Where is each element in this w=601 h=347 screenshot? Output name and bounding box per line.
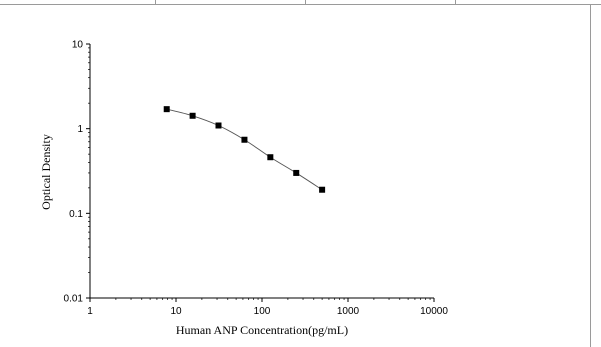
x-axis-label: Human ANP Concentration(pg/mL): [176, 323, 348, 337]
y-axis-ticks: 0.01 0.1 1 10: [64, 40, 90, 305]
data-point: [163, 106, 170, 113]
x-tick-label: 1000: [337, 306, 360, 317]
axes: [89, 44, 434, 299]
fitted-curve: [166, 108, 323, 191]
x-tick-label: 10000: [420, 306, 448, 317]
x-tick-label: 10: [170, 306, 182, 317]
x-axis-ticks: 1 10 100 1000 10000: [87, 298, 448, 317]
y-tick-label: 0.01: [64, 294, 84, 305]
y-axis-label: Optical Density: [39, 134, 53, 210]
y-tick-label: 1: [77, 124, 83, 135]
x-tick-label: 100: [254, 306, 271, 317]
data-point: [267, 154, 274, 161]
data-point: [215, 122, 222, 129]
data-points: [163, 106, 326, 193]
data-point: [189, 112, 196, 119]
data-point: [293, 169, 300, 176]
x-tick-label: 1: [87, 306, 93, 317]
y-tick-label: 10: [72, 40, 84, 51]
table-border-top: [0, 0, 601, 5]
y-tick-label: 0.1: [69, 209, 83, 220]
data-point: [241, 136, 248, 143]
data-point: [319, 186, 326, 193]
